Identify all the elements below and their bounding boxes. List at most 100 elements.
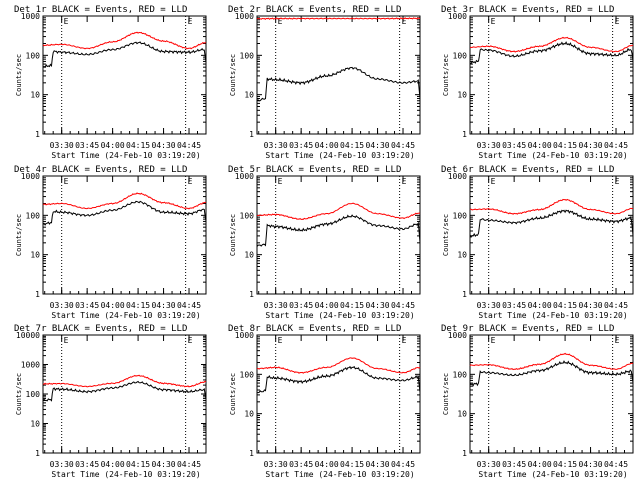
x-axis-label: Start Time (24-Feb-10 03:19:20) <box>478 470 627 479</box>
event-marker-label: E <box>615 177 620 186</box>
x-tick-label: 04:00 <box>315 301 339 310</box>
event-marker-label: E <box>278 17 283 26</box>
events-series-line <box>42 380 207 402</box>
event-marker-label: E <box>188 17 193 26</box>
x-tick-label: 04:45 <box>177 141 201 150</box>
x-tick-label: 04:15 <box>126 141 150 150</box>
chart-panel: Det 5r BLACK = Events, RED = LLD 1 10 100 10… <box>228 165 421 320</box>
chart-panel: Det 1r BLACK = Events, RED = LLD 1 10 100 10… <box>14 5 207 160</box>
y-axis-label: Counts/sec <box>15 373 23 415</box>
chart-title: Det 2r BLACK = Events, RED = LLD <box>228 5 401 15</box>
x-tick-label: 04:30 <box>366 141 390 150</box>
chart-title: Det 8r BLACK = Events, RED = LLD <box>228 324 401 334</box>
x-tick-label: 04:15 <box>126 301 150 310</box>
chart-title: Det 9r BLACK = Events, RED = LLD <box>441 324 614 334</box>
y-tick-label: 1 <box>35 290 40 299</box>
x-tick-label: 03:30 <box>50 141 74 150</box>
x-axis-label: Start Time (24-Feb-10 03:19:20) <box>51 151 200 160</box>
y-tick-label: 1000 <box>235 331 254 340</box>
x-tick-label: 03:45 <box>502 460 526 469</box>
x-axis-label: Start Time (24-Feb-10 03:19:20) <box>478 311 627 320</box>
x-tick-label: 04:00 <box>528 141 552 150</box>
y-tick-label: 1 <box>249 449 254 458</box>
plot-frame <box>469 15 634 135</box>
y-tick-label: 1 <box>249 290 254 299</box>
y-tick-label: 10 <box>30 251 40 260</box>
plot-frame <box>42 175 207 295</box>
y-tick-label: 10 <box>244 251 254 260</box>
x-tick-label: 03:30 <box>264 460 288 469</box>
y-axis-label: Counts/sec <box>229 373 237 415</box>
y-tick-label: 100 <box>26 390 41 399</box>
chart-panel: Det 4r BLACK = Events, RED = LLD 1 10 100 10… <box>14 165 207 320</box>
x-tick-label: 03:45 <box>75 141 99 150</box>
plot-frame <box>256 334 421 454</box>
x-tick-label: 04:15 <box>340 301 364 310</box>
y-tick-label: 10 <box>244 410 254 419</box>
x-tick-label: 03:30 <box>477 301 501 310</box>
y-tick-label: 100 <box>26 51 41 60</box>
x-tick-label: 03:45 <box>502 301 526 310</box>
x-tick-label: 04:30 <box>152 141 176 150</box>
lld-series-line <box>42 192 207 210</box>
chart-panel: Det 8r BLACK = Events, RED = LLD 1 10 100 10… <box>228 324 421 479</box>
y-tick-label: 100 <box>240 211 255 220</box>
x-tick-label: 04:45 <box>391 301 415 310</box>
events-series-line <box>42 41 207 68</box>
event-marker-label: E <box>402 336 407 345</box>
chart-panel: Det 2r BLACK = Events, RED = LLD 1 10 100 10… <box>228 5 421 160</box>
event-marker-label: E <box>615 336 620 345</box>
plot-frame <box>256 175 421 295</box>
x-tick-label: 03:30 <box>264 141 288 150</box>
x-tick-label: 04:00 <box>528 301 552 310</box>
x-tick-label: 03:45 <box>502 141 526 150</box>
events-series-line <box>256 66 421 102</box>
y-tick-label: 10 <box>457 410 467 419</box>
event-marker-label: E <box>402 17 407 26</box>
event-marker-label: E <box>188 177 193 186</box>
chart-title: Det 7r BLACK = Events, RED = LLD <box>14 324 187 334</box>
x-tick-label: 04:30 <box>579 460 603 469</box>
y-tick-label: 100 <box>453 51 468 60</box>
y-tick-label: 1 <box>35 449 40 458</box>
y-tick-label: 100 <box>240 370 255 379</box>
plot-frame <box>42 334 207 454</box>
chart-panel: Det 7r BLACK = Events, RED = LLD 1 10 100 10… <box>14 324 207 479</box>
event-marker-label: E <box>491 177 496 186</box>
x-tick-label: 04:30 <box>366 301 390 310</box>
event-marker-label: E <box>615 17 620 26</box>
y-tick-label: 10 <box>457 251 467 260</box>
y-tick-label: 1 <box>35 130 40 139</box>
events-series-line <box>469 209 634 238</box>
x-tick-label: 03:30 <box>50 301 74 310</box>
y-axis-label: Counts/sec <box>442 54 450 96</box>
plot-frame <box>256 15 421 135</box>
y-tick-label: 10 <box>457 91 467 100</box>
y-tick-label: 100 <box>240 51 255 60</box>
x-axis-label: Start Time (24-Feb-10 03:19:20) <box>265 311 414 320</box>
y-tick-label: 1 <box>249 130 254 139</box>
x-tick-label: 04:15 <box>553 460 577 469</box>
lld-series-line <box>42 374 207 388</box>
y-axis-label: Counts/sec <box>229 214 237 256</box>
lld-series-line <box>256 357 421 374</box>
event-marker-label: E <box>278 336 283 345</box>
y-tick-label: 10 <box>244 91 254 100</box>
x-tick-label: 03:45 <box>75 460 99 469</box>
x-axis-label: Start Time (24-Feb-10 03:19:20) <box>478 151 627 160</box>
x-tick-label: 04:00 <box>101 141 125 150</box>
event-marker-label: E <box>64 17 69 26</box>
events-series-line <box>42 200 207 226</box>
event-marker-label: E <box>491 17 496 26</box>
x-tick-label: 04:30 <box>579 301 603 310</box>
x-axis-label: Start Time (24-Feb-10 03:19:20) <box>265 470 414 479</box>
x-tick-label: 04:45 <box>177 301 201 310</box>
chart-panel: Det 9r BLACK = Events, RED = LLD 1 10 100 10… <box>441 324 634 479</box>
y-tick-label: 1000 <box>448 331 467 340</box>
chart-title: Det 1r BLACK = Events, RED = LLD <box>14 5 187 15</box>
x-tick-label: 04:15 <box>340 460 364 469</box>
x-tick-label: 03:30 <box>264 301 288 310</box>
y-tick-label: 1000 <box>235 172 254 181</box>
chart-panel: Det 3r BLACK = Events, RED = LLD 1 10 100 10… <box>441 5 634 160</box>
y-tick-label: 1 <box>462 449 467 458</box>
